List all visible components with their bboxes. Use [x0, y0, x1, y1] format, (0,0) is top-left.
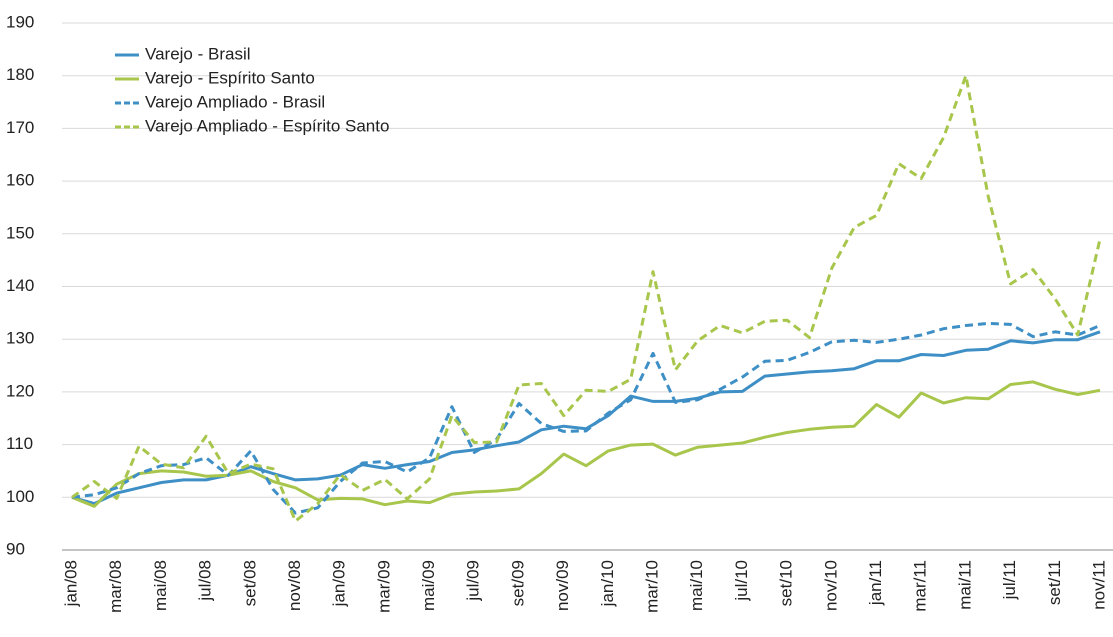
x-tick-label: mai/09	[419, 560, 438, 611]
y-tick-label: 100	[6, 487, 34, 506]
x-tick-label: set/11	[1045, 560, 1064, 605]
y-tick-label: 130	[6, 329, 34, 348]
legend-label: Varejo Ampliado - Brasil	[145, 92, 325, 111]
y-tick-label: 150	[6, 223, 34, 242]
x-tick-label: mai/10	[687, 560, 706, 611]
x-tick-label: set/10	[777, 560, 796, 606]
legend-label: Varejo - Brasil	[145, 44, 251, 63]
x-tick-label: nov/08	[285, 560, 304, 611]
legend-label: Varejo - Espírito Santo	[145, 68, 315, 87]
x-tick-label: mar/10	[643, 560, 662, 613]
y-tick-label: 90	[6, 539, 25, 558]
x-tick-label: mar/11	[911, 560, 930, 612]
y-tick-label: 180	[6, 65, 34, 84]
x-tick-label: jul/09	[464, 560, 483, 602]
x-tick-label: jan/11	[866, 560, 885, 606]
series-line	[71, 74, 1102, 523]
x-tick-label: mar/08	[106, 560, 125, 613]
x-tick-label: set/08	[240, 560, 259, 606]
x-tick-label: mai/11	[955, 560, 974, 610]
legend-label: Varejo Ampliado - Espírito Santo	[145, 116, 389, 135]
y-tick-label: 120	[6, 381, 34, 400]
y-tick-label: 170	[6, 118, 34, 137]
x-tick-label: jul/10	[732, 560, 751, 602]
series-line	[71, 380, 1101, 508]
x-tick-label: mai/08	[151, 560, 170, 611]
x-tick-label: jan/09	[330, 560, 349, 607]
x-tick-label: jan/10	[598, 560, 617, 607]
series-line	[71, 330, 1101, 506]
x-tick-label: set/09	[508, 560, 527, 606]
series-line	[71, 321, 1101, 515]
x-tick-label: nov/09	[553, 560, 572, 611]
x-tick-label: mar/09	[374, 560, 393, 613]
y-tick-label: 110	[6, 434, 33, 453]
y-tick-label: 190	[6, 12, 34, 31]
x-tick-label: jan/08	[61, 560, 80, 607]
x-tick-label: jul/08	[196, 560, 215, 602]
y-tick-label: 160	[6, 171, 34, 190]
y-tick-label: 140	[6, 276, 34, 295]
x-tick-label: nov/10	[821, 560, 840, 611]
x-tick-label: nov/11	[1089, 560, 1108, 610]
x-tick-label: jul/11	[1000, 560, 1019, 600]
